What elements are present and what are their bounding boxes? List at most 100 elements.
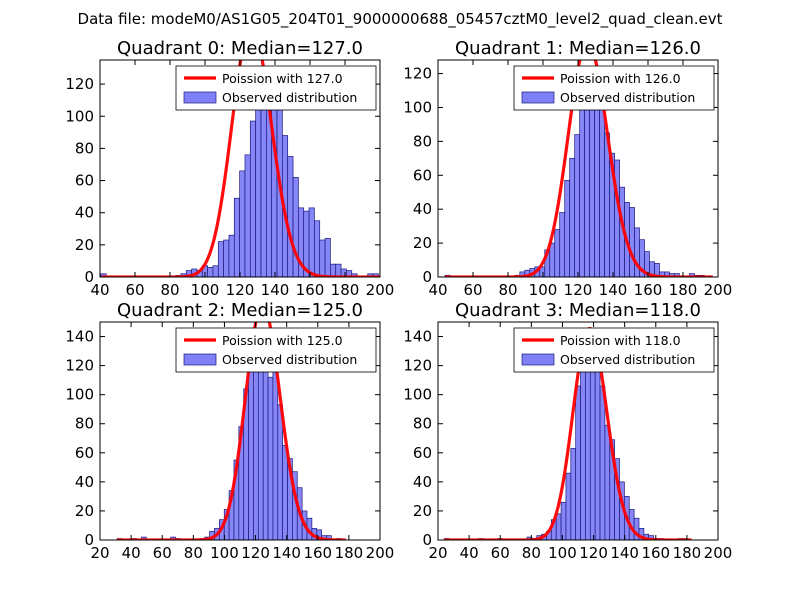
y-tick-label: 140	[403, 328, 432, 346]
x-tick-label: 140	[272, 544, 301, 562]
y-tick-label: 100	[403, 98, 432, 116]
x-tick-label: 200	[366, 281, 395, 299]
x-tick-label: 140	[610, 544, 639, 562]
histogram-bar	[654, 263, 660, 277]
x-tick-label: 200	[704, 544, 733, 562]
histogram-bar	[287, 156, 294, 277]
x-tick-label: 100	[191, 281, 220, 299]
x-tick-label: 40	[122, 544, 141, 562]
x-tick-label: 160	[641, 544, 670, 562]
histogram-bar	[228, 234, 235, 277]
panel-quadrant-3: 20 40 60 80 100 120 140 160 180 20002040608010012…	[403, 300, 732, 562]
histogram-bar	[217, 241, 224, 277]
axes-frame	[437, 321, 719, 541]
x-tick-label: 200	[366, 544, 395, 562]
x-tick-label: 120	[579, 544, 608, 562]
y-tick-label: 40	[75, 204, 94, 222]
histogram-bar	[559, 212, 566, 277]
x-tick-label: 160	[303, 544, 332, 562]
axes-frame	[99, 321, 381, 541]
histogram-bar	[330, 263, 337, 277]
histogram-bar	[585, 350, 591, 540]
x-tick-label: 180	[331, 281, 360, 299]
histogram-bar	[100, 273, 107, 277]
y-tick-label: 20	[75, 236, 94, 254]
y-tick-label: 20	[75, 502, 94, 520]
histogram-bar	[604, 424, 611, 540]
y-tick-label: 60	[75, 172, 94, 190]
histogram-bar	[282, 445, 288, 540]
x-tick-label: 100	[210, 544, 239, 562]
histogram-bar	[255, 104, 262, 277]
histogram-bar	[555, 513, 562, 540]
histogram-bar	[629, 207, 635, 277]
x-tick-label: 80	[498, 281, 517, 299]
x-tick-label: 160	[296, 281, 325, 299]
histogram-bar	[560, 501, 567, 540]
x-tick-label: 140	[599, 281, 628, 299]
x-tick-label: 160	[634, 281, 663, 299]
y-tick-label: 80	[413, 415, 432, 433]
legend: Poission with 118.0 Observed distribution	[513, 327, 715, 373]
y-tick-label: 120	[403, 357, 432, 375]
panel-quadrant-2: 20 40 60 80 100 120 140 160 180 20002040608010012…	[65, 300, 394, 562]
y-tick-label: 0	[84, 268, 94, 286]
x-tick-label: 80	[522, 544, 541, 562]
y-tick-label: 40	[75, 473, 94, 491]
histogram-bar	[554, 229, 561, 277]
x-tick-label: 40	[90, 281, 109, 299]
panel-title: Quadrant 3: Median=118.0	[455, 300, 701, 321]
histogram-bar	[351, 273, 358, 277]
legend: Poission with 127.0 Observed distribution	[175, 65, 377, 111]
panel-quadrant-0: 40 60 80 100 120 140 160 180 200 0 20 40 60 80 100 120 Q…	[65, 38, 395, 299]
legend-bar-swatch	[183, 353, 217, 366]
x-tick-label: 200	[704, 281, 733, 299]
legend-label-poisson: Poission with 125.0	[222, 333, 343, 348]
histogram-bar	[316, 529, 322, 540]
histogram-bar	[292, 176, 299, 277]
panel-quadrant-1: 40 60 80 100 120 140 160 180 200 0 20 40 60 80 100 120 Q…	[403, 38, 732, 299]
legend-label-observed: Observed distribution	[560, 90, 695, 105]
x-tick-label: 100	[548, 544, 577, 562]
x-tick-label: 60	[463, 281, 482, 299]
x-tick-label: 80	[184, 544, 203, 562]
y-tick-label: 120	[65, 75, 94, 93]
x-tick-label: 120	[241, 544, 270, 562]
histogram-bar	[272, 366, 279, 540]
histogram-bar	[277, 404, 283, 540]
y-tick-label: 100	[65, 107, 94, 125]
y-tick-label: 80	[75, 139, 94, 157]
legend-label-poisson: Poission with 127.0	[222, 71, 343, 86]
y-tick-label: 20	[413, 234, 432, 252]
histogram-bar	[326, 535, 332, 540]
histogram-bar	[589, 95, 595, 277]
legend-label-observed: Observed distribution	[222, 352, 357, 367]
histogram-bar	[575, 385, 581, 540]
histogram-bar	[239, 170, 246, 277]
x-tick-label: 60	[491, 544, 510, 562]
figure-title: Data file: modeM0/AS1G05_204T01_90000006…	[78, 10, 723, 29]
histogram-bar	[233, 197, 240, 277]
y-tick-label: 0	[422, 268, 432, 286]
legend-label-observed: Observed distribution	[222, 90, 357, 105]
plot-area	[116, 322, 346, 540]
histogram-bar	[324, 238, 331, 277]
legend-bar-swatch	[183, 91, 217, 104]
poisson-curve	[117, 322, 346, 540]
y-tick-label: 120	[65, 357, 94, 375]
x-tick-label: 180	[335, 544, 364, 562]
panel-title: Quadrant 1: Median=126.0	[455, 38, 701, 59]
x-tick-label: 40	[460, 544, 479, 562]
panel-title: Quadrant 2: Median=125.0	[117, 300, 363, 321]
x-tick-label: 20	[428, 544, 447, 562]
y-tick-label: 20	[413, 502, 432, 520]
x-tick-label: 20	[90, 544, 109, 562]
legend-label-poisson: Poission with 118.0	[560, 333, 681, 348]
histogram-bar	[207, 267, 214, 277]
legend-label-observed: Observed distribution	[560, 352, 695, 367]
histogram-bar	[570, 448, 577, 540]
y-tick-label: 0	[422, 531, 432, 549]
legend: Poission with 126.0 Observed distribution	[513, 65, 715, 111]
x-tick-label: 180	[669, 281, 698, 299]
histogram-bar	[564, 180, 571, 277]
